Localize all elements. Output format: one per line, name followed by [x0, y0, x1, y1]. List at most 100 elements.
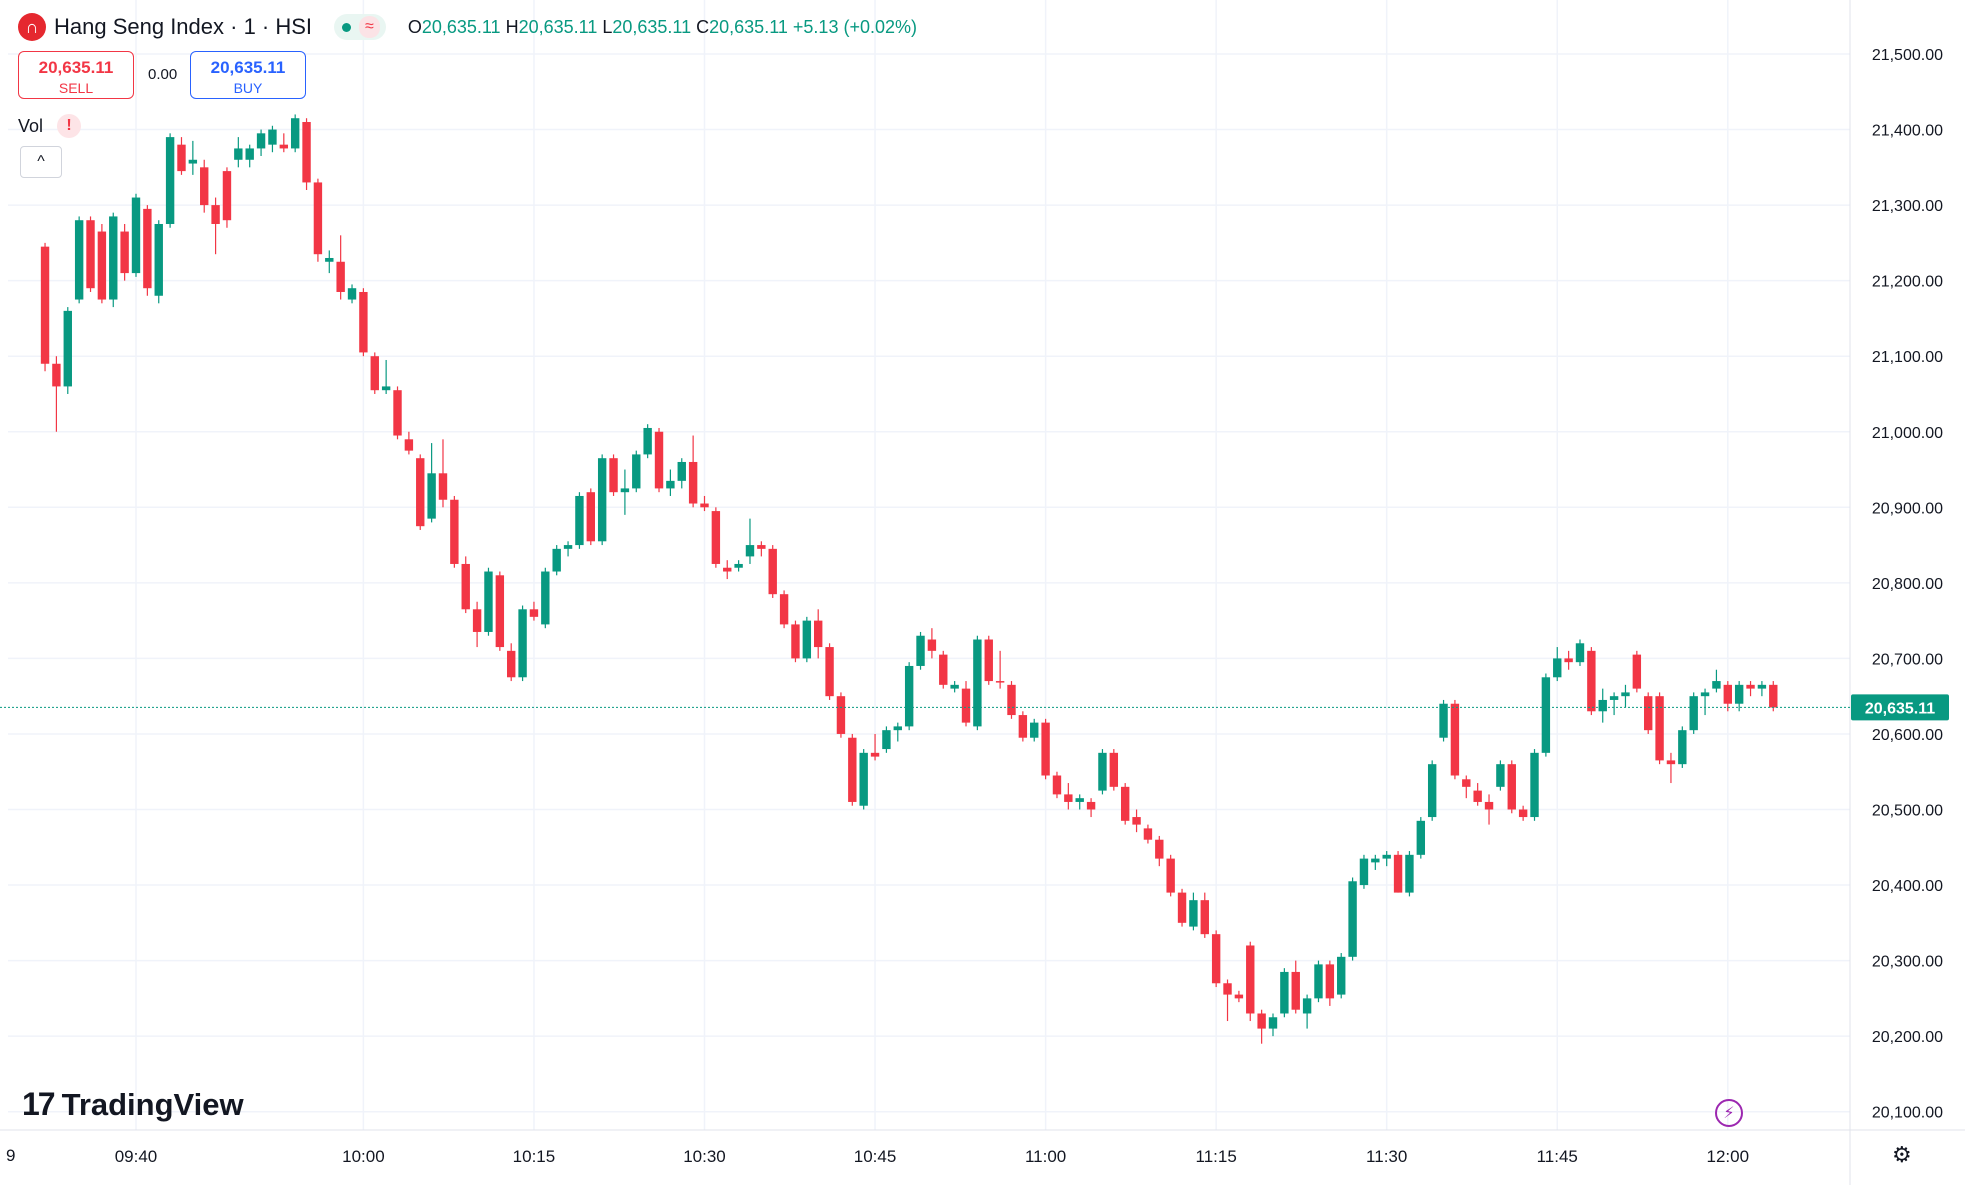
candle: [1700, 688, 1710, 716]
candle: [381, 359, 391, 394]
candle: [1427, 760, 1437, 821]
candle: [1553, 647, 1562, 682]
candle-body: [927, 639, 937, 651]
candle-body: [1018, 715, 1028, 738]
sell-button[interactable]: 20,635.11 SELL: [18, 51, 134, 99]
candle-body: [256, 133, 266, 149]
candle: [507, 643, 516, 682]
candle-body: [1257, 1013, 1266, 1029]
ohlc-open-key: O: [407, 16, 422, 37]
candle: [904, 662, 914, 731]
candle: [143, 205, 152, 296]
candle-body: [211, 205, 220, 224]
candle-body: [1507, 764, 1516, 810]
y-tick-label: 20,500.00: [1872, 803, 1943, 820]
candle-body: [950, 684, 959, 689]
candle: [1621, 684, 1630, 708]
candle: [1052, 771, 1062, 799]
candle-body: [1086, 801, 1096, 810]
candle-body: [86, 220, 95, 289]
candle: [1712, 669, 1721, 693]
y-tick-label: 21,400.00: [1872, 123, 1943, 140]
candle-body: [165, 137, 175, 224]
candle: [234, 137, 243, 168]
candle-body: [529, 609, 539, 617]
bolt-icon[interactable]: ⚡: [1715, 1099, 1743, 1127]
y-tick-label: 20,800.00: [1872, 576, 1943, 593]
gear-icon[interactable]: ⚙: [1892, 1142, 1912, 1167]
candle: [131, 193, 141, 277]
candle: [950, 681, 959, 693]
candle-body: [1666, 760, 1676, 765]
candle: [893, 722, 902, 742]
candle-body: [859, 752, 868, 806]
candle: [859, 749, 868, 810]
x-axis-label-clipped: 9: [6, 1146, 16, 1165]
candle-body: [484, 571, 493, 632]
candle-body: [768, 548, 777, 595]
candle: [416, 454, 425, 530]
candle: [1644, 692, 1653, 734]
candle-body: [154, 223, 163, 296]
candle-body: [63, 310, 72, 387]
candle: [688, 435, 698, 508]
y-tick-label: 20,900.00: [1872, 500, 1943, 517]
candle: [1598, 688, 1607, 723]
collapse-indicators-button[interactable]: ^: [20, 146, 62, 178]
candle: [1200, 892, 1209, 938]
candle-body: [825, 647, 834, 697]
candle: [620, 469, 630, 515]
ohlc-close: 20,635.11: [709, 16, 788, 37]
candle: [472, 601, 482, 648]
candle: [211, 197, 220, 255]
tradingview-wordmark: TradingView: [61, 1086, 244, 1122]
candle-body: [609, 458, 618, 493]
market-status[interactable]: ≈: [334, 14, 386, 40]
candle: [63, 307, 72, 394]
candle-body: [563, 545, 573, 549]
candle: [1382, 851, 1391, 867]
candle-body: [461, 563, 470, 610]
candle-body: [666, 480, 675, 489]
candle-body: [1587, 650, 1596, 712]
candle-body: [1575, 643, 1585, 663]
candle: [484, 567, 493, 636]
candle-body: [1473, 790, 1482, 802]
ohlc-open: 20,635.11: [421, 16, 501, 37]
ohlc-low: 20,635.11: [612, 16, 692, 37]
candle-body: [745, 545, 755, 557]
candle-body: [188, 159, 198, 164]
candle: [188, 140, 198, 175]
candle-body: [52, 363, 61, 387]
candle-body: [688, 461, 698, 504]
y-tick-label: 20,200.00: [1872, 1029, 1943, 1046]
candle: [1757, 681, 1767, 697]
candle-body: [1223, 983, 1232, 995]
candle-body: [620, 488, 630, 493]
symbol-title[interactable]: Hang Seng Index · 1 · HSI: [54, 14, 313, 39]
candle: [404, 431, 414, 455]
candle: [1439, 699, 1448, 742]
data-delay-icon[interactable]: ≈: [359, 16, 380, 38]
candle: [1678, 726, 1687, 768]
tradingview-logo-icon: 17: [22, 1086, 56, 1122]
candle: [1655, 692, 1664, 765]
x-tick-label: 10:45: [854, 1147, 897, 1166]
buy-button[interactable]: 20,635.11 BUY: [190, 51, 306, 99]
candle: [677, 458, 686, 489]
candle-body: [1337, 956, 1346, 995]
candle: [961, 681, 971, 727]
candle: [74, 216, 84, 304]
y-tick-label: 21,200.00: [1872, 274, 1943, 291]
candle: [1291, 960, 1300, 1014]
candle-body: [848, 737, 857, 802]
volume-indicator[interactable]: Vol !: [18, 114, 82, 138]
warning-icon[interactable]: !: [57, 114, 82, 138]
candle: [1120, 783, 1130, 825]
candle: [336, 235, 345, 300]
y-tick-label: 20,300.00: [1872, 954, 1943, 971]
candle: [279, 133, 289, 153]
candle-body: [893, 726, 902, 731]
candle-body: [40, 246, 50, 364]
